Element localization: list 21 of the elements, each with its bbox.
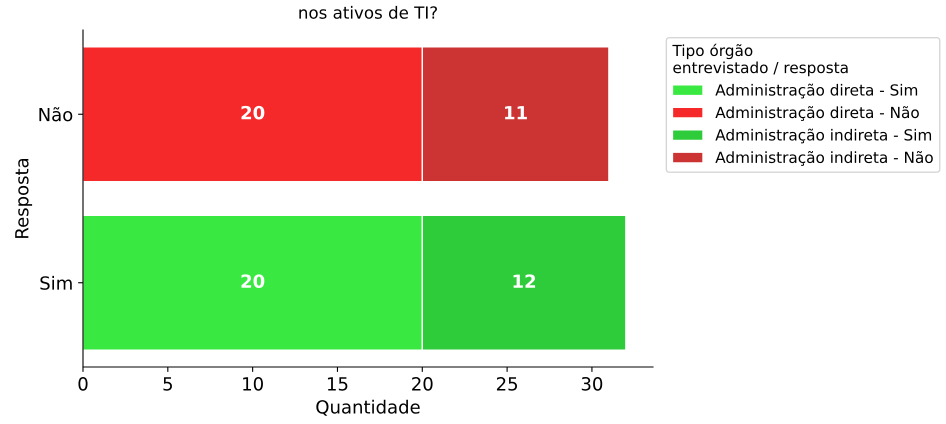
- legend-title: Tipo órgão entrevistado / resposta: [672, 44, 848, 76]
- data-label: 11: [505, 106, 527, 120]
- x-tick-label: 20: [412, 377, 433, 391]
- x-tick-label: 30: [582, 377, 602, 391]
- x-tick-label: 10: [243, 377, 263, 391]
- y-tick-label: Não: [39, 107, 72, 122]
- x-axis-title: Quantidade: [316, 400, 420, 416]
- x-tick-label: 25: [496, 377, 518, 391]
- x-tick-label: 0: [78, 377, 88, 391]
- legend-label: Administração indireta - Sim: [715, 128, 932, 144]
- data-label: 20: [242, 274, 264, 288]
- y-axis-title: Resposta: [15, 158, 32, 238]
- chart-title: nos ativos de TI?: [299, 6, 437, 19]
- legend-label: Administração direta - Não: [715, 106, 919, 121]
- legend-label: Administração direta - Sim: [715, 84, 918, 98]
- x-tick-label: 15: [328, 377, 348, 391]
- y-tick-label: Sim: [40, 276, 72, 290]
- data-label: 12: [514, 274, 536, 288]
- data-label: 20: [242, 106, 264, 120]
- legend-label: Administração indireta - Não: [715, 151, 933, 166]
- x-tick-label: 5: [163, 377, 172, 391]
